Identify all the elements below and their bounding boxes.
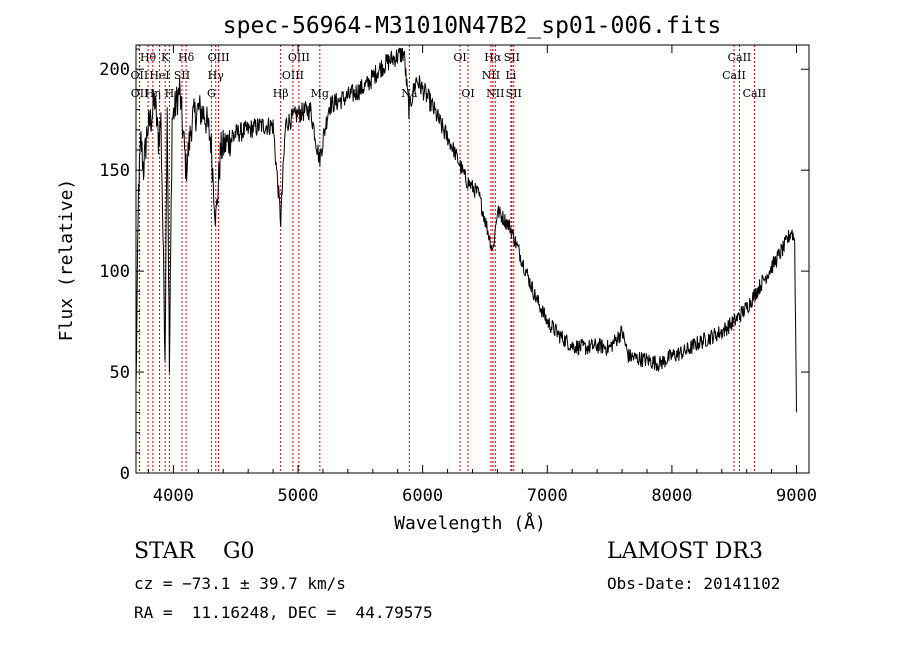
line-label-8: CaII bbox=[728, 51, 752, 64]
x-tick-label-5: 9000 bbox=[776, 486, 817, 506]
y-tick-label-0: 0 bbox=[120, 464, 130, 484]
line-label-10: HeI bbox=[149, 69, 169, 82]
survey-name: LAMOST DR3 bbox=[607, 539, 763, 564]
y-axis: 0 50 100 150 200 bbox=[99, 48, 809, 484]
line-label-6: Hα bbox=[484, 51, 502, 64]
chart-title: spec-56964-M31010N47B2_sp01-006.fits bbox=[223, 13, 722, 39]
line-label-3: OIII bbox=[208, 51, 230, 64]
x-tick-label-4: 8000 bbox=[651, 486, 692, 506]
line-label-24: OI bbox=[461, 87, 474, 100]
line-label-4: OIII bbox=[288, 51, 310, 64]
y-tick-label-3: 150 bbox=[99, 161, 130, 181]
line-label-25: NII bbox=[486, 87, 504, 100]
line-label-21: Hβ bbox=[273, 87, 289, 100]
x-axis-label: Wavelength (Å) bbox=[394, 512, 546, 534]
line-label-12: Hγ bbox=[208, 69, 225, 82]
line-label-14: NII bbox=[482, 69, 500, 82]
line-label-11: SII bbox=[174, 69, 190, 82]
x-tick-label-1: 5000 bbox=[278, 486, 319, 506]
line-label-17: OII bbox=[131, 87, 149, 100]
spectrum-line bbox=[135, 47, 797, 413]
y-axis-label: Flux (relative) bbox=[56, 179, 77, 342]
line-label-2: Hδ bbox=[178, 51, 195, 64]
y-tick-label-2: 100 bbox=[99, 262, 130, 282]
line-label-27: CaII bbox=[743, 87, 767, 100]
star-class: STAR G0 bbox=[134, 539, 255, 564]
x-tick-label-3: 7000 bbox=[527, 486, 568, 506]
line-label-16: CaII bbox=[722, 69, 746, 82]
line-label-0: Hθ bbox=[140, 51, 157, 64]
y-tick-label-4: 200 bbox=[99, 60, 130, 80]
line-label-1: K bbox=[161, 51, 170, 64]
y-tick-label-1: 50 bbox=[110, 363, 130, 383]
line-label-5: OI bbox=[453, 51, 466, 64]
line-label-19: H bbox=[165, 87, 175, 100]
redshift-readout: cz = −73.1 ± 39.7 km/s bbox=[134, 574, 346, 593]
spectral-line-markers bbox=[138, 45, 755, 473]
x-axis: 4000 5000 6000 7000 8000 9000 bbox=[147, 45, 817, 506]
ra-dec-readout: RA = 11.16248, DEC = 44.79575 bbox=[134, 603, 433, 622]
x-tick-label-0: 4000 bbox=[153, 486, 194, 506]
line-label-7: SII bbox=[504, 51, 520, 64]
line-label-26: SII bbox=[506, 87, 522, 100]
observation-date: Obs-Date: 20141102 bbox=[607, 574, 781, 593]
line-label-9: OII bbox=[131, 69, 149, 82]
line-label-22: Mg bbox=[311, 87, 329, 100]
line-label-20: G bbox=[207, 87, 216, 100]
line-label-13: OIII bbox=[282, 69, 304, 82]
line-label-15: Li bbox=[505, 69, 516, 82]
plot-frame bbox=[135, 44, 810, 474]
x-tick-label-2: 6000 bbox=[402, 486, 443, 506]
